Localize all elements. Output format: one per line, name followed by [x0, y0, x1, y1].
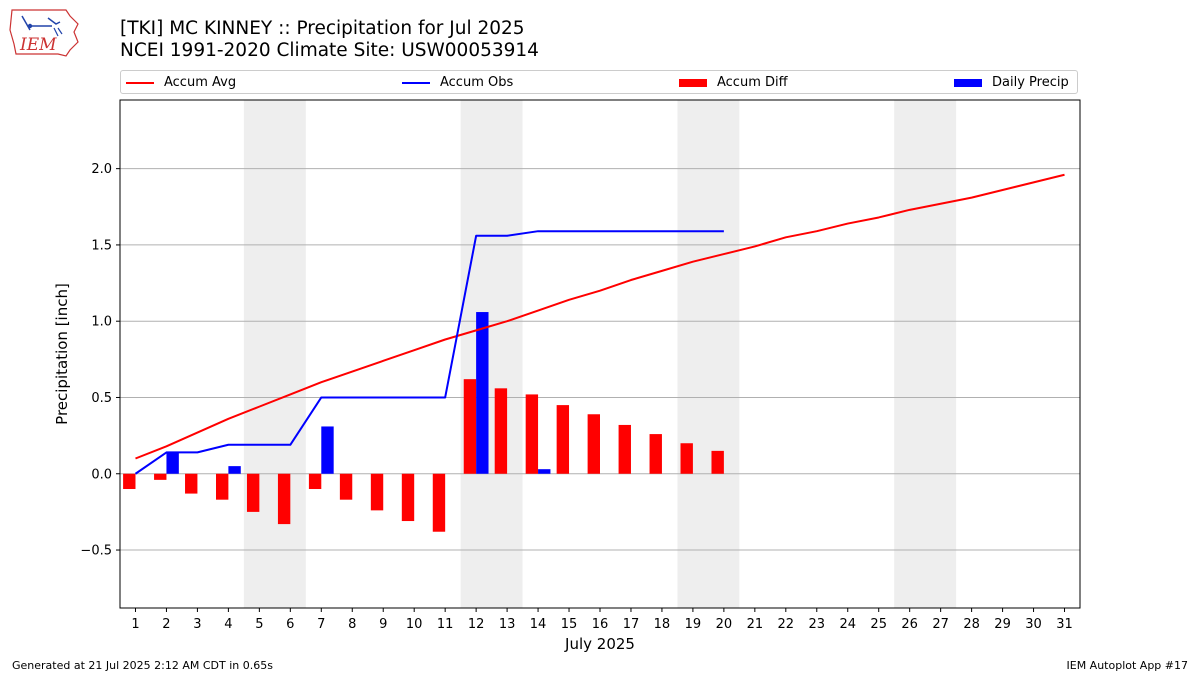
accum-diff-bar-12 [463, 379, 477, 474]
accum-diff-bar-16 [587, 414, 600, 474]
accum-diff-bar-8 [339, 473, 353, 500]
legend-swatch-daily-precip [954, 79, 982, 87]
footer-app: IEM Autoplot App #17 [1066, 659, 1189, 672]
x-tick-label-12: 12 [468, 617, 485, 632]
accum-diff-bar-20 [711, 450, 724, 474]
x-tick-label-21: 21 [747, 617, 764, 632]
x-tick-label-16: 16 [592, 617, 609, 632]
x-tick-label-4: 4 [224, 617, 232, 632]
accum-diff-bar-18 [649, 434, 662, 474]
x-tick-label-20: 20 [716, 617, 733, 632]
daily-precip-bar-2 [166, 452, 179, 474]
footer-generated: Generated at 21 Jul 2025 2:12 AM CDT in … [12, 659, 273, 672]
weekend-band-2 [460, 100, 523, 608]
accum-obs-line [134, 230, 724, 475]
daily-precip-bar-4 [228, 466, 241, 474]
accum-diff-bar-3 [185, 473, 198, 494]
x-tick-label-2: 2 [162, 617, 170, 632]
x-tick-label-30: 30 [1025, 617, 1042, 632]
legend-swatch-accum-obs [402, 82, 430, 84]
x-tick-label-9: 9 [379, 617, 387, 632]
x-tick-label-31: 31 [1056, 617, 1073, 632]
y-tick-label-3: 1.0 [91, 315, 112, 330]
x-tick-label-14: 14 [530, 617, 547, 632]
x-tick-label-11: 11 [437, 617, 454, 632]
accum-diff-bar-11 [432, 473, 446, 532]
y-tick-label-5: 2.0 [91, 162, 112, 177]
x-tick-label-10: 10 [406, 617, 423, 632]
x-axis-label: July 2025 [564, 635, 635, 653]
accum-diff-bar-13 [494, 388, 508, 474]
x-ticks-group: 1 2 3 4 5 6 7 8 9 10 11 12 13 14 15 16 17 18 19 20 21 22 23 24 2… [131, 608, 1073, 632]
accum-diff-bar-6 [277, 473, 291, 525]
lines-group [134, 173, 1065, 475]
legend-label-accum-avg: Accum Avg [164, 75, 237, 90]
accum-avg-line [135, 173, 1065, 460]
chart-title: [TKI] MC KINNEY :: Precipitation for Jul… [120, 18, 539, 62]
accum-diff-bar-2 [154, 473, 167, 480]
x-tick-label-5: 5 [255, 617, 263, 632]
weekend-shading-group [243, 100, 957, 608]
x-tick-label-17: 17 [623, 617, 640, 632]
y-tick-label-1: 0.0 [91, 467, 112, 482]
x-tick-label-25: 25 [870, 617, 887, 632]
weekend-band-1 [243, 100, 306, 608]
x-tick-label-23: 23 [809, 617, 826, 632]
x-tick-label-29: 29 [994, 617, 1011, 632]
daily-precip-bar-14 [538, 469, 551, 474]
title-line-2: NCEI 1991-2020 Climate Site: USW00053914 [120, 40, 539, 61]
weekend-band-4 [894, 100, 957, 608]
accum-diff-bar-19 [680, 443, 693, 474]
legend-label-accum-obs: Accum Obs [440, 75, 514, 90]
x-tick-label-15: 15 [561, 617, 578, 632]
accum-diff-bar-15 [556, 405, 570, 474]
accum-diff-bar-10 [401, 473, 415, 522]
y-axis-label: Precipitation [inch] [53, 283, 71, 425]
x-tick-label-19: 19 [685, 617, 702, 632]
accum-diff-bar-5 [246, 473, 260, 512]
logo-text: IEM [19, 35, 57, 55]
accum-diff-bar-4 [216, 473, 229, 500]
accum-diff-bar-7 [308, 473, 322, 490]
accum-diff-bar-9 [370, 473, 384, 511]
y-tick-label-2: 0.5 [91, 391, 112, 406]
x-tick-label-26: 26 [901, 617, 918, 632]
x-tick-label-24: 24 [839, 617, 856, 632]
y-tick-label-0: −0.5 [80, 544, 112, 559]
title-line-1: [TKI] MC KINNEY :: Precipitation for Jul… [120, 18, 525, 39]
x-tick-label-3: 3 [193, 617, 201, 632]
legend-swatch-accum-diff [679, 79, 707, 87]
x-tick-label-8: 8 [348, 617, 356, 632]
legend-swatch-accum-avg [126, 82, 154, 84]
accum-diff-bar-14 [525, 394, 539, 474]
x-tick-label-18: 18 [654, 617, 671, 632]
weekend-band-3 [677, 100, 740, 608]
x-tick-label-27: 27 [932, 617, 949, 632]
x-tick-label-6: 6 [286, 617, 294, 632]
y-ticks-group: −0.5 0.0 0.5 1.0 1.5 2.0 [80, 162, 120, 559]
x-tick-label-13: 13 [499, 617, 516, 632]
daily-precip-bar-7 [321, 426, 334, 474]
iem-logo: IEM [8, 6, 82, 60]
bars-group [123, 312, 724, 532]
accum-diff-bar-17 [618, 424, 631, 474]
chart-legend: Accum Avg Accum Obs Accum Diff Daily Pre… [120, 70, 1078, 94]
accum-diff-bar-1 [123, 473, 136, 490]
legend-label-daily-precip: Daily Precip [992, 75, 1069, 90]
x-tick-label-1: 1 [131, 617, 139, 632]
x-tick-label-28: 28 [963, 617, 980, 632]
legend-label-accum-diff: Accum Diff [717, 75, 788, 90]
x-tick-label-7: 7 [317, 617, 325, 632]
y-tick-label-4: 1.5 [91, 238, 112, 253]
x-tick-label-22: 22 [778, 617, 795, 632]
daily-precip-bar-12 [476, 312, 489, 474]
